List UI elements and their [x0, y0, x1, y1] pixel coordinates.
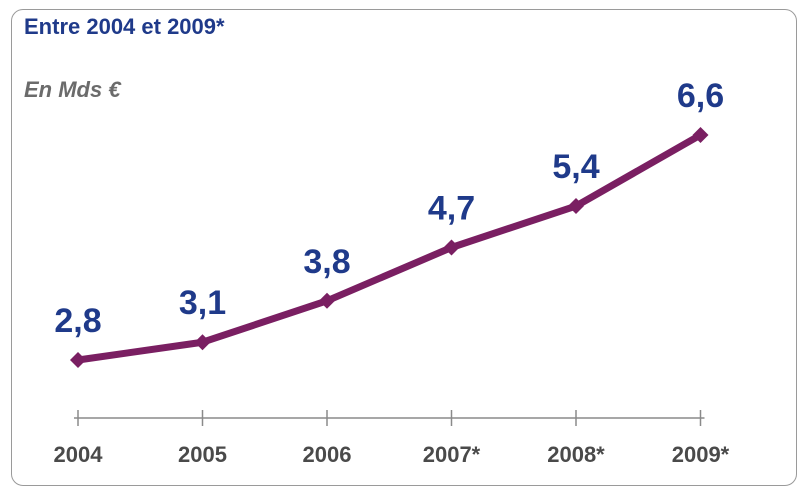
chart-panel: [11, 9, 797, 486]
data-point-marker: [319, 292, 335, 309]
data-point-marker: [194, 334, 211, 351]
data-label: 2,8: [54, 302, 101, 340]
data-label: 3,1: [179, 284, 226, 322]
data-label: 5,4: [552, 148, 599, 186]
x-tick-label: 2004: [54, 442, 104, 467]
x-tick-label: 2007*: [423, 442, 481, 467]
series-line: [74, 131, 704, 364]
x-tick-label: 2006: [303, 442, 352, 467]
data-label: 4,7: [428, 190, 475, 228]
chart-title: Entre 2004 et 2009*: [24, 14, 225, 39]
data-point-marker: [70, 352, 86, 368]
data-point-marker: [692, 127, 709, 143]
data-label: 6,6: [677, 77, 724, 115]
data-label: 3,8: [303, 243, 350, 281]
data-point-marker: [443, 239, 460, 256]
x-tick-label: 2005: [178, 442, 227, 467]
data-point-marker: [568, 198, 584, 215]
chart-unit-subtitle: En Mds €: [24, 77, 121, 102]
x-tick-label: 2009*: [672, 442, 730, 467]
x-tick-label: 2008*: [547, 442, 605, 467]
